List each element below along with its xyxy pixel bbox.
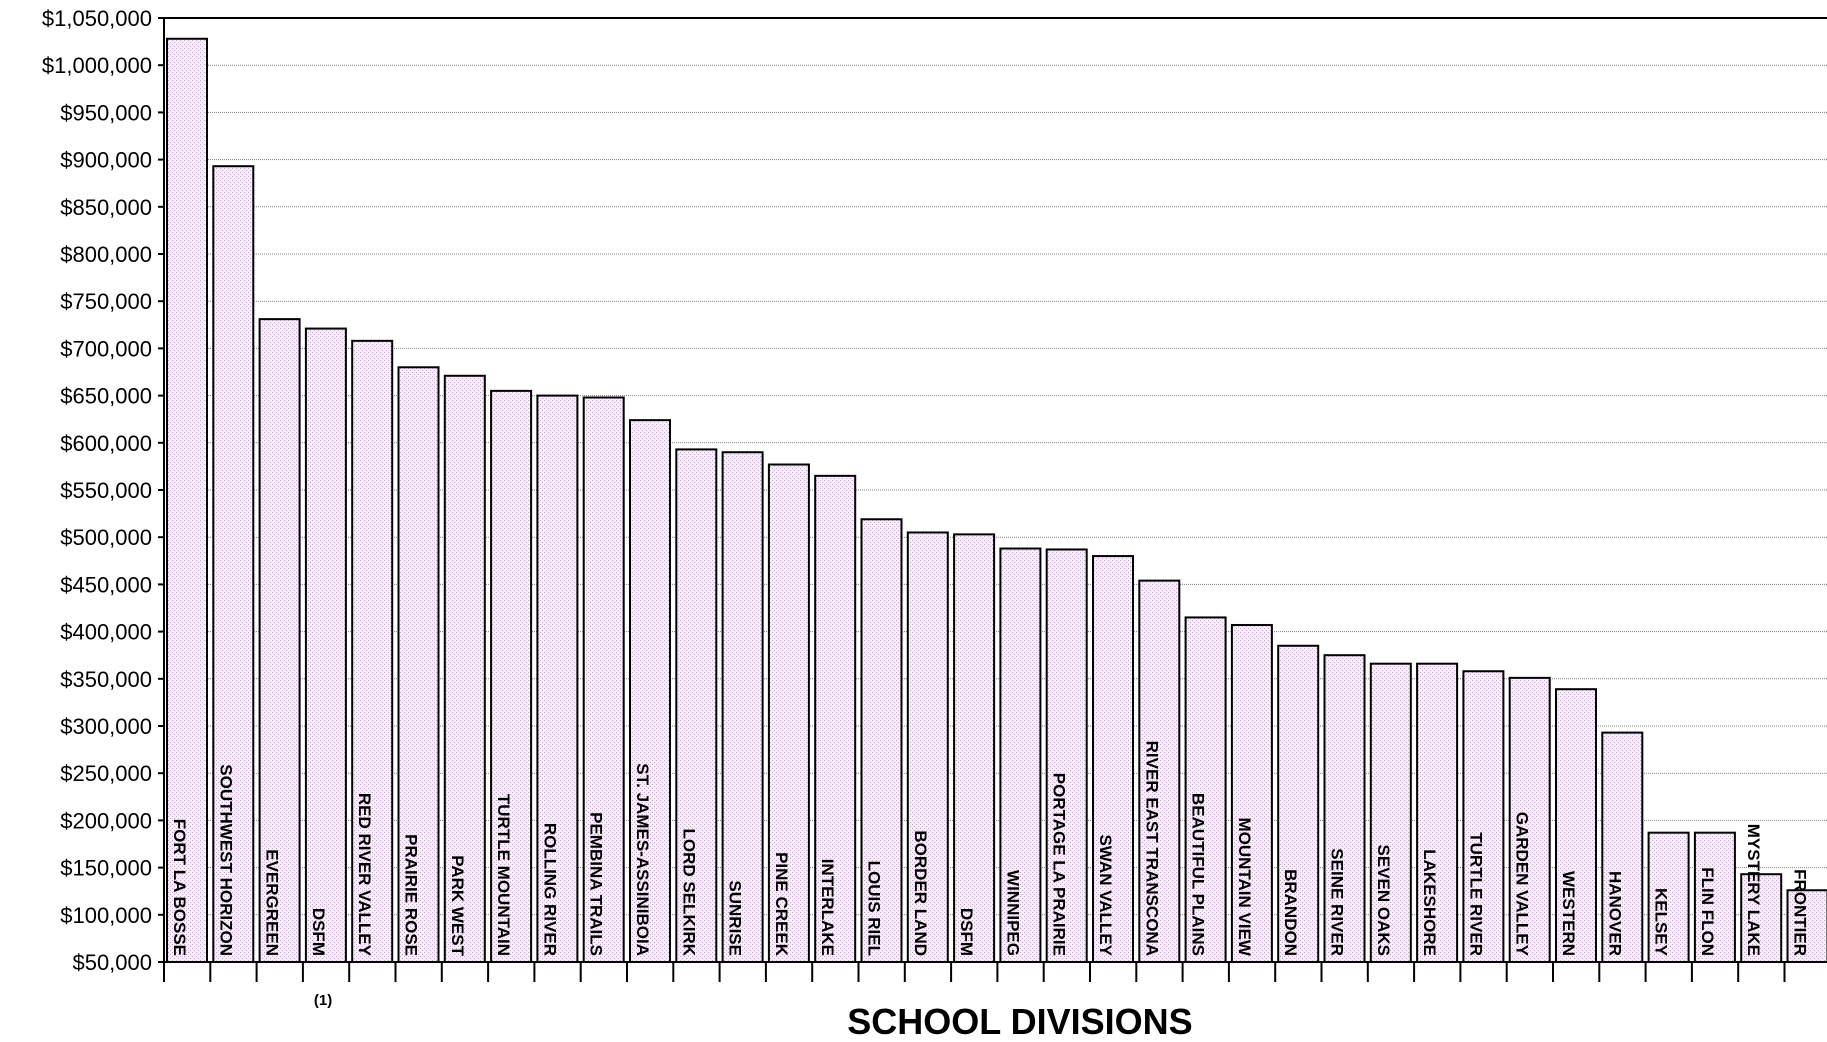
bar-label: KELSEY	[1652, 888, 1671, 957]
y-tick-label: $200,000	[60, 808, 152, 833]
bar-label: BRANDON	[1281, 869, 1300, 956]
bar	[1092, 555, 1134, 964]
bar-label: SOUTHWEST HORIZON	[216, 764, 235, 956]
bar-label: FORT LA BOSSE	[170, 819, 189, 956]
bar-labels: FORT LA BOSSE SOUTHWEST HORIZON EVERGREEN D…	[170, 741, 1810, 957]
y-tick-label: $750,000	[60, 289, 152, 314]
bar	[443, 374, 486, 963]
bar-label: MYSTERY LAKE	[1744, 824, 1763, 956]
y-tick-label: $1,050,000	[42, 6, 152, 31]
bar-label: BEAUTIFUL PLAINS	[1189, 793, 1208, 956]
bar-label: RIVER EAST TRANSCONA	[1142, 741, 1161, 956]
bar	[1740, 873, 1783, 964]
y-tick-label: $400,000	[60, 620, 152, 645]
y-tick-label: $950,000	[60, 100, 152, 125]
y-tick-label: $900,000	[60, 148, 152, 173]
y-tick-label: $300,000	[60, 714, 152, 739]
bar-label: WINNIPEG	[1003, 870, 1022, 956]
bar-label: GARDEN VALLEY	[1513, 812, 1532, 957]
y-tick-label: $800,000	[60, 242, 152, 267]
y-tick-label: $700,000	[60, 336, 152, 361]
bar	[721, 451, 764, 963]
bar	[999, 547, 1042, 963]
y-tick-label: $50,000	[72, 950, 152, 975]
y-tick-label: $850,000	[60, 195, 152, 220]
bar	[629, 419, 671, 964]
bar	[1462, 670, 1505, 963]
y-tick-label: $500,000	[60, 525, 152, 550]
x-axis-title: SCHOOL DIVISIONS	[847, 1001, 1192, 1042]
axes: $50,000 $100,000 $150,000 $200,000 $250,000 $…	[42, 6, 1827, 982]
bar-label: LOUIS RIEL	[865, 861, 884, 956]
bar	[1416, 662, 1459, 963]
y-tick-label: $1,000,000	[42, 53, 152, 78]
bar-label: WESTERN	[1559, 871, 1578, 956]
y-tick-label: $650,000	[60, 384, 152, 409]
bars	[166, 37, 1827, 964]
bar-label: SUNRISE	[726, 880, 745, 956]
bar-label: SEINE RIVER	[1328, 848, 1347, 956]
bar	[351, 339, 394, 963]
bar-label: PEMBINA TRAILS	[587, 812, 606, 956]
bar	[212, 165, 255, 963]
bar	[1786, 889, 1827, 963]
bar	[1045, 548, 1088, 963]
y-tick-label: $550,000	[60, 478, 152, 503]
bar	[304, 327, 347, 963]
bar-label: TURTLE MOUNTAIN	[494, 794, 513, 956]
y-tick-label: $250,000	[60, 761, 152, 786]
bar	[1508, 676, 1551, 964]
bar-label: HANOVER	[1605, 871, 1624, 956]
bar-label: SWAN VALLEY	[1096, 834, 1115, 956]
bar-label: TURTLE RIVER	[1466, 832, 1485, 956]
bar-label: RED RIVER VALLEY	[355, 793, 374, 957]
footnote-marker: (1)	[314, 992, 332, 1009]
bar	[1184, 616, 1227, 963]
bar-label: DSFM	[957, 908, 976, 956]
bar	[166, 37, 208, 963]
bar-label: LORD SELKIRK	[679, 829, 698, 957]
bar-label: LAKESHORE	[1420, 849, 1439, 956]
bar	[1323, 654, 1366, 963]
bar-label: SEVEN OAKS	[1374, 845, 1393, 956]
bar-label: ST. JAMES-ASSINIBOIA	[633, 763, 652, 956]
bar	[1647, 831, 1690, 963]
bar	[1555, 688, 1597, 964]
bar	[1277, 644, 1320, 963]
bar-label: FLIN FLON	[1698, 867, 1717, 956]
bar-label: EVERGREEN	[263, 849, 282, 956]
bar-label: PRAIRIE ROSE	[402, 834, 421, 956]
bar	[675, 448, 718, 963]
bar	[1230, 623, 1273, 963]
bar	[814, 474, 857, 963]
bar	[906, 531, 949, 963]
y-tick-label: $350,000	[60, 667, 152, 692]
bar-label: DSFM	[309, 908, 328, 956]
y-tick-label: $100,000	[60, 903, 152, 928]
bar-label: BORDER LAND	[911, 830, 930, 956]
bar	[953, 533, 996, 963]
y-tick-label: $600,000	[60, 431, 152, 456]
bar-label: PORTAGE LA PRAIRIE	[1050, 773, 1069, 956]
bar	[1601, 731, 1644, 963]
bar-label: PARK WEST	[448, 855, 467, 956]
bar	[536, 394, 579, 964]
bar-label: FRONTIER	[1791, 869, 1810, 956]
bar-label: INTERLAKE	[818, 859, 837, 956]
bar	[1138, 579, 1181, 964]
bar-label: MOUNTAIN VIEW	[1235, 817, 1254, 956]
bar-label: PINE CREEK	[772, 852, 791, 957]
y-tick-label: $450,000	[60, 572, 152, 597]
bar-label: ROLLING RIVER	[540, 823, 559, 956]
y-tick-label: $150,000	[60, 856, 152, 881]
